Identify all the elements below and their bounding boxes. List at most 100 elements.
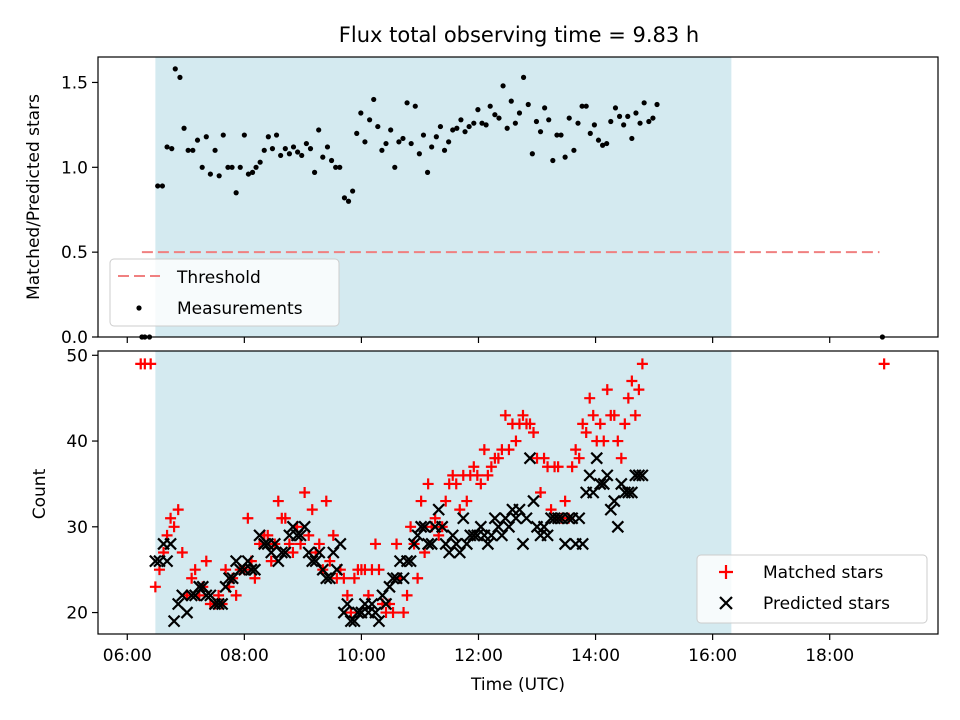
predicted-star-point <box>418 520 431 534</box>
measurement-point <box>383 140 389 147</box>
matched-star-point <box>577 418 589 430</box>
predicted-star-point <box>379 597 393 611</box>
predicted-star-point <box>421 537 435 551</box>
measurement-point <box>324 144 331 150</box>
predicted-star-point <box>149 554 162 568</box>
measurement-point <box>608 118 614 125</box>
predicted-star-point <box>632 469 646 482</box>
legend-predicted-swatch <box>719 596 733 610</box>
bottom-y-tick-label: 30 <box>66 518 88 538</box>
measurement-point <box>504 125 510 131</box>
predicted-star-point <box>446 529 460 542</box>
x-tick-label: 12:00 <box>454 646 503 666</box>
predicted-star-point <box>312 546 326 559</box>
predicted-star-point <box>365 597 379 611</box>
measurement-point <box>286 151 293 157</box>
measurement-point <box>595 137 602 143</box>
matched-star-point <box>482 469 494 481</box>
predicted-star-point <box>298 520 311 534</box>
measurement-point <box>479 120 485 126</box>
predicted-star-point <box>576 537 589 551</box>
measurement-point <box>233 190 239 196</box>
measurement-point <box>320 154 326 160</box>
top-x-ticks <box>126 337 831 343</box>
predicted-star-point <box>176 589 189 602</box>
x-tick-label: 18:00 <box>805 646 854 666</box>
matched-star-point <box>422 478 434 490</box>
matched-star-point <box>391 538 403 550</box>
matched-star-point <box>594 418 606 430</box>
predicted-star-point <box>527 494 540 508</box>
measurement-point <box>492 112 498 118</box>
matched-star-point <box>168 521 180 533</box>
matched-star-point <box>517 409 529 421</box>
predicted-star-point <box>404 554 417 568</box>
legend-measurements-label: Measurements <box>177 299 303 319</box>
matched-star-point <box>559 495 571 507</box>
bottom-panel: 20 30 40 50 06:00 08:00 10:00 12:00 14:00 16:00 1… <box>30 346 939 695</box>
measurement-point <box>155 183 161 189</box>
predicted-star-point <box>341 597 354 611</box>
matched-star-point <box>172 504 184 516</box>
measurement-point <box>587 130 593 136</box>
measurement-point <box>371 96 377 103</box>
predicted-star-point <box>330 563 344 576</box>
matched-star-point <box>338 572 350 584</box>
matched-star-point <box>287 547 299 559</box>
predicted-star-point <box>488 511 502 525</box>
predicted-star-point <box>541 529 554 542</box>
measurement-point <box>512 120 518 126</box>
predicted-star-point <box>212 597 225 611</box>
matched-star-point <box>200 555 212 567</box>
matched-star-point <box>186 572 198 584</box>
matched-star-point <box>189 564 201 576</box>
measurement-point <box>616 113 623 119</box>
matched-star-point <box>165 512 177 524</box>
measurement-point <box>375 123 381 130</box>
legend-threshold-label: Threshold <box>176 268 261 288</box>
predicted-star-point <box>625 486 639 499</box>
matched-star-point <box>584 392 596 404</box>
top-y-axis-label: Matched/Predicted stars <box>24 94 44 300</box>
measurement-points <box>139 66 885 340</box>
measurement-point <box>641 100 647 106</box>
matched-star-point <box>528 426 540 438</box>
predicted-star-point <box>369 606 382 619</box>
measurement-point <box>542 105 548 111</box>
matched-star-point <box>499 409 511 421</box>
matched-star-point <box>327 529 339 541</box>
measurement-point <box>520 74 527 80</box>
measurement-point <box>575 120 581 126</box>
measurement-point <box>295 149 301 155</box>
predicted-star-point <box>597 477 611 491</box>
measurement-point <box>172 66 178 72</box>
predicted-star-point <box>551 511 565 525</box>
matched-star-point <box>373 564 385 576</box>
matched-star-point <box>440 495 452 507</box>
predicted-star-point <box>435 520 449 534</box>
measurement-point <box>562 154 568 160</box>
predicted-star-point <box>600 469 614 482</box>
legend-measurement-swatch <box>136 305 142 311</box>
matched-star-point <box>629 409 641 421</box>
predicted-star-point <box>222 571 236 585</box>
matched-star-point <box>230 589 242 601</box>
predicted-star-point <box>372 614 386 628</box>
matched-star-point <box>398 607 410 619</box>
top-legend: Threshold Measurements <box>109 258 340 327</box>
measurement-point <box>450 127 456 133</box>
measurement-point <box>416 151 422 157</box>
measurement-point <box>537 129 544 135</box>
measurement-point <box>466 123 472 130</box>
matched-star-point <box>878 358 890 370</box>
measurement-point <box>458 117 464 123</box>
measurement-point <box>194 137 201 143</box>
predicted-star-point <box>590 451 604 465</box>
measurement-point <box>290 144 297 150</box>
matched-star-point <box>450 478 462 490</box>
matched-star-point <box>369 538 381 550</box>
matched-star-point <box>447 469 459 481</box>
measurement-point <box>621 122 627 128</box>
matched-star-point <box>573 452 585 464</box>
measurement-point <box>249 169 256 175</box>
